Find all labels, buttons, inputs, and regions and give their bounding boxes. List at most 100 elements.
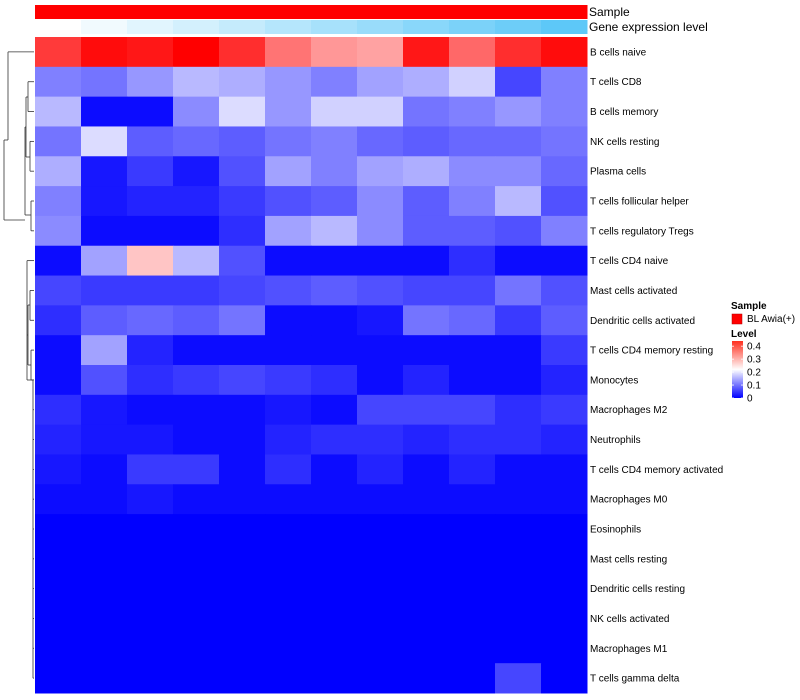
- heatmap-cell: [449, 335, 496, 366]
- heatmap-cell: [357, 275, 404, 306]
- sample-annotation-cell: [495, 5, 542, 19]
- heatmap-cell: [35, 126, 82, 157]
- heatmap-cell: [127, 365, 174, 396]
- row-label: Monocytes: [590, 375, 638, 386]
- expression-annotation-cell: [81, 20, 128, 34]
- sample-annotation-cell: [219, 5, 266, 19]
- expression-annotation-cell: [495, 20, 542, 34]
- heatmap-cell: [81, 484, 128, 515]
- heatmap-cell: [35, 335, 82, 366]
- legend-level-colorbar: [732, 341, 743, 398]
- legend-tick-label: 0.1: [747, 381, 761, 392]
- row-label: NK cells resting: [590, 137, 659, 148]
- heatmap-cell: [311, 484, 358, 515]
- heatmap-cell: [173, 275, 220, 306]
- heatmap-cell: [495, 245, 542, 277]
- row-label: Mast cells resting: [590, 554, 667, 565]
- heatmap-cell: [357, 394, 404, 426]
- heatmap-cell: [173, 335, 220, 366]
- heatmap-cell: [403, 245, 450, 277]
- heatmap-cell: [35, 424, 82, 455]
- heatmap-cell: [403, 543, 450, 575]
- heatmap-cell: [311, 126, 358, 157]
- heatmap-cell: [403, 186, 450, 217]
- heatmap-cell: [357, 514, 404, 545]
- heatmap-cell: [311, 186, 358, 217]
- row-label: T cells follicular helper: [590, 197, 689, 208]
- heatmap-cell: [541, 66, 588, 98]
- heatmap-cell: [357, 156, 404, 187]
- heatmap-cell: [265, 633, 312, 664]
- expression-annotation-cell: [311, 20, 358, 34]
- heatmap-cell: [403, 394, 450, 426]
- heatmap-cell: [403, 66, 450, 98]
- heatmap-cell: [265, 215, 312, 247]
- expression-annotation-cell: [173, 20, 220, 34]
- heatmap-cell: [173, 543, 220, 575]
- expression-annotation-cell: [127, 20, 174, 34]
- heatmap-cell: [265, 305, 312, 336]
- heatmap-cell: [357, 573, 404, 605]
- row-label: Neutrophils: [590, 435, 641, 446]
- heatmap-cell: [541, 186, 588, 217]
- heatmap-cell: [265, 66, 312, 98]
- heatmap-cell: [541, 484, 588, 515]
- heatmap-cell: [449, 603, 496, 634]
- heatmap-cell: [541, 96, 588, 127]
- legend-tick-label: 0.4: [747, 342, 761, 353]
- heatmap-cell: [173, 603, 220, 634]
- heatmap-cell: [219, 573, 266, 605]
- heatmap-cell: [311, 573, 358, 605]
- heatmap-cell: [127, 215, 174, 247]
- heatmap-cell: [495, 96, 542, 127]
- heatmap-cell: [219, 245, 266, 277]
- legend: Sample BL Awia(+) Level 0.4 0.3 0.2 0.1 0: [731, 301, 795, 405]
- heatmap-cell: [127, 573, 174, 605]
- heatmap-cell: [35, 37, 82, 68]
- heatmap-cell: [173, 573, 220, 605]
- heatmap-cell: [265, 543, 312, 575]
- heatmap-cell: [495, 394, 542, 426]
- heatmap-cell: [265, 126, 312, 157]
- heatmap-cell: [311, 66, 358, 98]
- heatmap-cell: [449, 663, 496, 694]
- heatmap-cell: [173, 215, 220, 247]
- column-annotations: [35, 5, 588, 34]
- heatmap-cell: [81, 305, 128, 336]
- heatmap-cell: [265, 484, 312, 515]
- heatmap-cell: [35, 245, 82, 277]
- heatmap-cell: [449, 633, 496, 664]
- heatmap-cell: [127, 484, 174, 515]
- heatmap-cell: [127, 335, 174, 366]
- row-label: B cells naive: [590, 47, 647, 58]
- heatmap-cell: [219, 663, 266, 694]
- heatmap-cell: [541, 215, 588, 247]
- expression-annotation-cell: [403, 20, 450, 34]
- heatmap-cell: [219, 543, 266, 575]
- heatmap-cell: [311, 365, 358, 396]
- heatmap-cell: [127, 424, 174, 455]
- heatmap-cell: [311, 275, 358, 306]
- legend-tick-label: 0: [747, 394, 753, 405]
- heatmap-cell: [357, 603, 404, 634]
- heatmap-cell: [219, 215, 266, 247]
- heatmap-cell: [219, 305, 266, 336]
- legend-tick-label: 0.2: [747, 368, 761, 379]
- heatmap-cell: [495, 156, 542, 187]
- heatmap-cell: [449, 96, 496, 127]
- heatmap-cell: [81, 514, 128, 545]
- heatmap-cell: [219, 126, 266, 157]
- heatmap-cell: [219, 454, 266, 485]
- row-label: B cells memory: [590, 107, 658, 118]
- heatmap-cell: [403, 365, 450, 396]
- heatmap-cell: [173, 96, 220, 127]
- heatmap-cell: [265, 573, 312, 605]
- heatmap-cell: [35, 633, 82, 664]
- heatmap-cell: [81, 603, 128, 634]
- heatmap-cell: [127, 156, 174, 187]
- heatmap-cell: [219, 275, 266, 306]
- row-label: Mast cells activated: [590, 286, 677, 297]
- heatmap-cell: [81, 454, 128, 485]
- heatmap-cell: [357, 126, 404, 157]
- heatmap-cell: [495, 335, 542, 366]
